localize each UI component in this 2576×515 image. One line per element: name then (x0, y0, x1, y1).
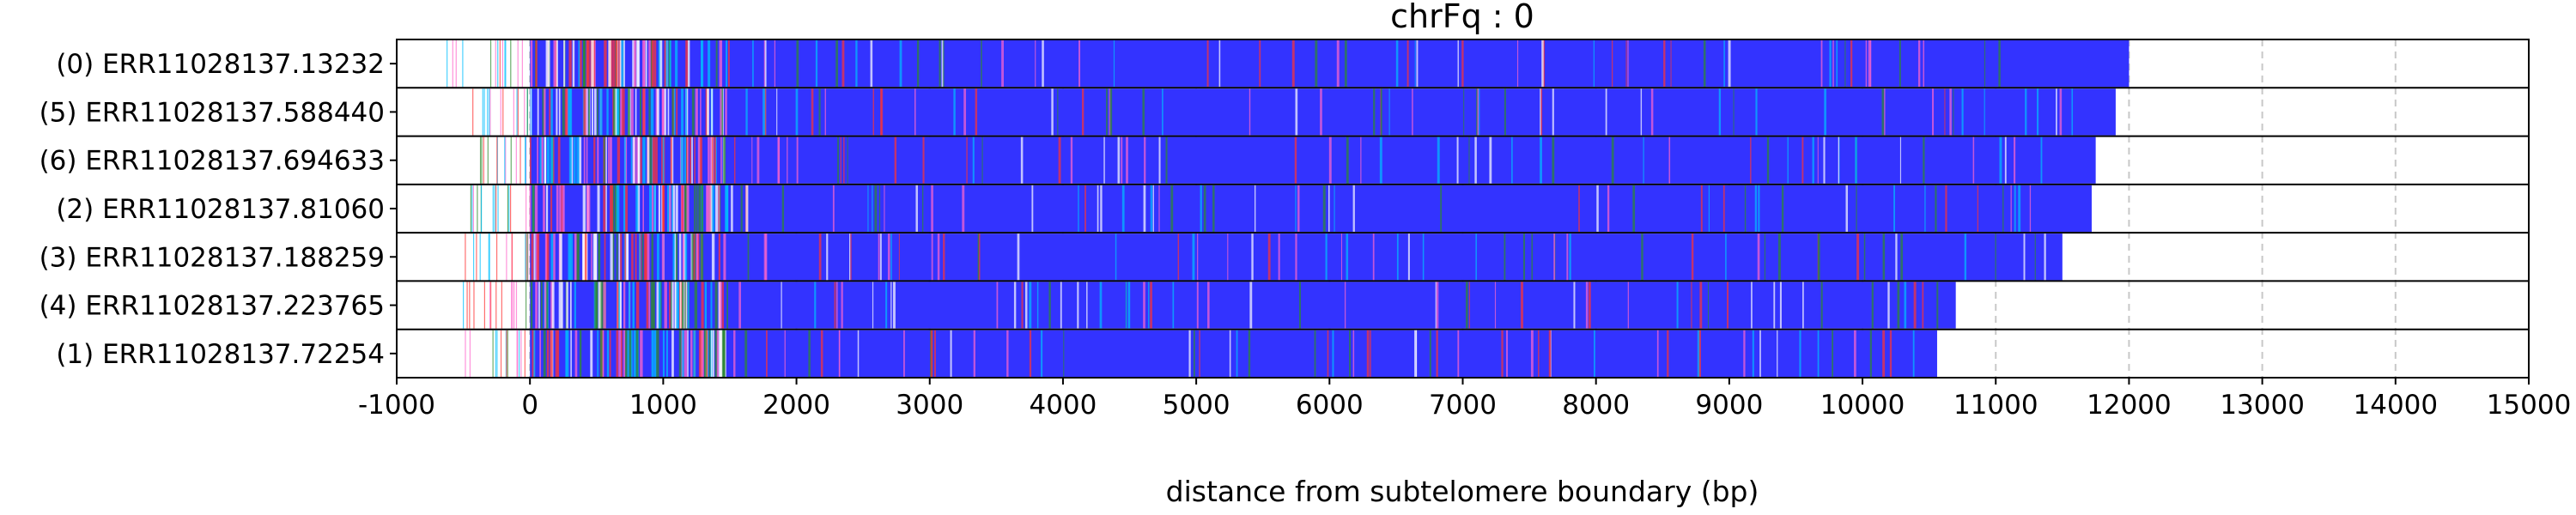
x-tick-label: 5000 (1163, 390, 1230, 421)
x-tick-label: 4000 (1029, 390, 1097, 421)
row-labels: (0) ERR11028137.13232 (5) ERR11028137.588… (39, 49, 397, 370)
read-bar (530, 330, 1937, 377)
x-tick-label: 8000 (1562, 390, 1630, 421)
read-bar (530, 40, 2129, 88)
x-tick-label: 13000 (2220, 390, 2305, 421)
row-label: (0) ERR11028137.13232 (56, 49, 385, 80)
row-label: (2) ERR11028137.81060 (56, 194, 385, 225)
read-rows (397, 40, 2529, 378)
read-row (397, 40, 2529, 89)
row-label: (6) ERR11028137.694633 (39, 146, 385, 177)
x-tick-label: 2000 (762, 390, 830, 421)
chart-title: chrFq : 0 (1390, 0, 1534, 35)
read-row (397, 185, 2529, 234)
read-bar (530, 185, 2092, 233)
read-bar (530, 136, 2096, 184)
read-bar (530, 88, 2116, 136)
read-row (397, 136, 2529, 185)
x-tick-label: 14000 (2354, 390, 2439, 421)
x-tick-label: 10000 (1820, 390, 1905, 421)
x-tick-label: 9000 (1695, 390, 1763, 421)
row-label: (3) ERR11028137.188259 (39, 242, 385, 273)
row-label: (4) ERR11028137.223765 (39, 291, 385, 322)
x-tick-label: 6000 (1296, 390, 1364, 421)
x-tick-label: 7000 (1429, 390, 1497, 421)
x-tick-label: 15000 (2487, 390, 2572, 421)
x-tick-label: 11000 (1953, 390, 2038, 421)
read-bar (530, 282, 1956, 329)
read-row (397, 233, 2529, 282)
row-label: (1) ERR11028137.72254 (56, 339, 385, 370)
read-row (397, 330, 2529, 378)
row-label: (5) ERR11028137.588440 (39, 97, 385, 128)
x-tick-label: 12000 (2087, 390, 2172, 421)
x-tick-label: 0 (521, 390, 538, 421)
read-row (397, 282, 2529, 330)
x-axis: -1000 0 1000 2000 3000 4000 5000 6000 7000 8000 90… (358, 378, 2571, 421)
x-tick-label: -1000 (358, 390, 435, 421)
x-axis-label: distance from subtelomere boundary (bp) (1166, 475, 1759, 508)
x-tick-label: 1000 (629, 390, 697, 421)
read-row (397, 88, 2529, 137)
x-tick-label: 3000 (896, 390, 963, 421)
